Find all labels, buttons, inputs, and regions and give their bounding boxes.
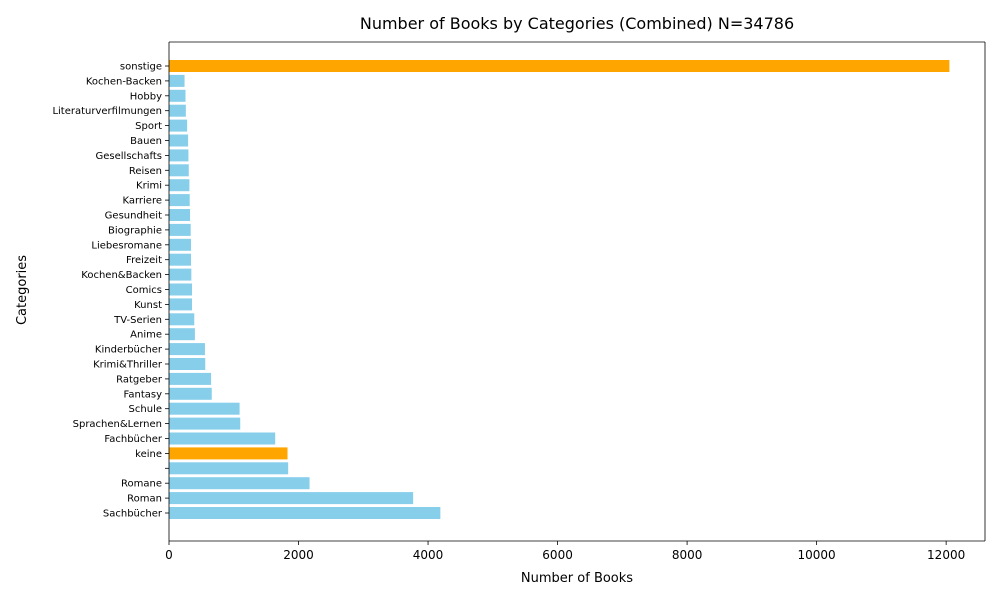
y-tick-label: Roman — [127, 494, 162, 505]
y-tick-label: Kunst — [134, 300, 162, 311]
x-tick-label: 4000 — [413, 548, 444, 562]
y-tick-label: Freizeit — [126, 255, 162, 266]
bar — [169, 372, 212, 385]
bar — [169, 298, 192, 311]
chart-title: Number of Books by Categories (Combined)… — [360, 14, 794, 33]
bar — [169, 447, 288, 460]
y-tick-label: Romane — [121, 479, 162, 490]
bar — [169, 268, 192, 281]
y-tick-label: Gesellschafts — [96, 151, 162, 162]
y-tick-label: Krimi — [136, 181, 162, 192]
y-tick-label: Kochen&Backen — [81, 270, 162, 281]
bar — [169, 134, 189, 147]
y-tick-label: Biographie — [108, 225, 162, 236]
x-tick-label: 0 — [165, 548, 173, 562]
axes-layer: Sachbücher Roman Romane keine Fachbücher Spra… — [52, 41, 986, 562]
bar — [169, 60, 950, 72]
bar — [169, 507, 441, 519]
y-tick-label: Sport — [135, 121, 162, 132]
y-tick-label: Fachbücher — [104, 434, 162, 445]
bar — [169, 253, 192, 266]
y-tick-label: keine — [135, 449, 162, 460]
bar — [169, 477, 310, 490]
y-tick-label: Hobby — [130, 91, 162, 102]
x-tick-label: 10000 — [798, 548, 836, 562]
bar — [169, 104, 186, 117]
x-tick-label: 8000 — [672, 548, 703, 562]
bar — [169, 358, 206, 370]
y-tick-label: Anime — [130, 330, 162, 341]
x-tick-label: 6000 — [542, 548, 573, 562]
y-tick-label: Krimi&Thriller — [93, 360, 163, 371]
bar — [169, 194, 190, 207]
y-tick-label: Liebesromane — [91, 240, 162, 251]
bar — [169, 283, 192, 296]
bar — [169, 209, 191, 221]
y-tick-label: Ratgeber — [116, 374, 163, 385]
bar — [169, 179, 190, 192]
bar — [169, 432, 276, 445]
y-tick-label: Sprachen&Lernen — [73, 419, 162, 430]
bar — [169, 313, 195, 326]
bar — [169, 238, 192, 251]
bar — [169, 119, 188, 132]
bars-layer — [169, 60, 950, 519]
bar — [169, 417, 241, 430]
y-tick-label: Fantasy — [124, 389, 163, 400]
y-tick-label: Literaturverfilmungen — [52, 106, 162, 117]
bar — [169, 343, 205, 356]
x-axis-label: Number of Books — [521, 571, 633, 586]
x-tick-label: 12000 — [927, 548, 965, 562]
x-tick-label: 2000 — [283, 548, 314, 562]
y-tick-label: Bauen — [130, 136, 162, 147]
y-tick-label: sonstige — [120, 62, 162, 73]
y-tick-label: Karriere — [122, 196, 162, 207]
y-tick-label: Comics — [126, 285, 162, 296]
y-tick-label: Reisen — [129, 166, 162, 177]
y-tick-label: Schule — [129, 404, 162, 415]
bar — [169, 89, 186, 102]
y-tick-label: Kochen-Backen — [86, 76, 162, 87]
bar — [169, 402, 240, 415]
bar — [169, 492, 414, 505]
bar — [169, 149, 189, 162]
bar — [169, 74, 185, 87]
bar — [169, 328, 195, 341]
bar — [169, 223, 191, 236]
y-tick-label: Sachbücher — [103, 509, 163, 520]
bar — [169, 387, 212, 400]
y-tick-label: Kinderbücher — [95, 345, 163, 356]
bar — [169, 164, 189, 177]
y-tick-label: Gesundheit — [105, 211, 162, 222]
bar — [169, 462, 289, 475]
y-axis-label: Categories — [15, 255, 30, 325]
y-tick-label: TV-Serien — [113, 315, 162, 326]
